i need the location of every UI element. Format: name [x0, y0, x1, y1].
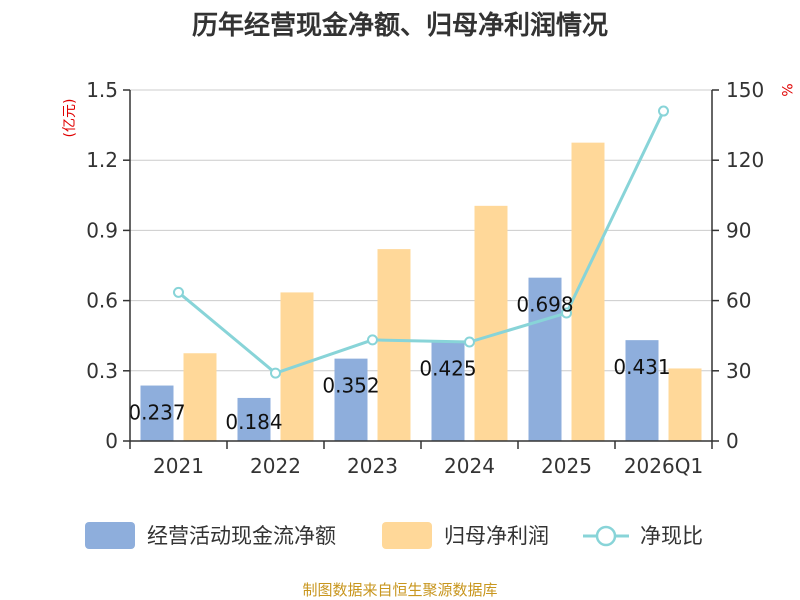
y-left-tick-label: 1.5: [86, 78, 118, 102]
ratio-point: [270, 367, 281, 379]
y-left-tick-label: 0.6: [86, 289, 118, 313]
ratio-point: [367, 334, 378, 346]
ratio-point: [658, 105, 669, 117]
chart-title: 历年经营现金净额、归母净利润情况: [192, 10, 608, 41]
y-right-unit: %: [778, 83, 794, 96]
x-tick-label: 2024: [444, 454, 495, 478]
bar-operating-cashflow: [334, 358, 368, 441]
bar-operating-cashflow: [140, 385, 174, 441]
y-right-tick-label: 150: [726, 78, 764, 102]
legend-swatch-operating-cashflow: [85, 522, 135, 549]
bar-net-profit: [183, 353, 217, 441]
y-left-tick-label: 0.3: [86, 359, 118, 383]
legend-label-operating-cashflow: 经营活动现金流净额: [147, 524, 336, 548]
bar-operating-cashflow: [431, 341, 465, 441]
source-note: 制图数据来自恒生聚源数据库: [302, 581, 497, 599]
y-right-tick-label: 120: [726, 148, 764, 172]
bars: [140, 142, 702, 441]
y-left-tick-label: 1.2: [86, 148, 118, 172]
bar-net-profit: [377, 249, 411, 441]
x-tick-label: 2022: [250, 454, 301, 478]
data-label-operating-cashflow: 0.425: [419, 357, 476, 381]
bar-net-profit: [474, 205, 508, 441]
data-label-operating-cashflow: 0.352: [322, 374, 379, 398]
bar-net-profit: [668, 368, 702, 441]
x-tick-label: 2023: [347, 454, 398, 478]
data-label-operating-cashflow: 0.698: [516, 293, 573, 317]
y-right-tick-label: 30: [726, 359, 751, 383]
ratio-point: [561, 307, 572, 319]
bar-operating-cashflow: [528, 277, 562, 441]
x-tick-label: 2026Q1: [624, 454, 703, 478]
bar-operating-cashflow: [237, 397, 271, 441]
y-right-tick-label: 90: [726, 218, 751, 242]
ratio-point: [173, 286, 184, 298]
y-left-tick-label: 0: [105, 429, 118, 453]
legend-marker-ratio: [595, 525, 617, 547]
bar-operating-cashflow: [625, 340, 659, 441]
ratio-line-path: [177, 110, 665, 375]
y-right-tick-label: 60: [726, 289, 751, 313]
x-tick-label: 2021: [153, 454, 204, 478]
data-label-operating-cashflow: 0.184: [225, 410, 282, 434]
legend-label-net-profit: 归母净利润: [444, 524, 549, 548]
ratio-point: [464, 336, 475, 348]
y-left-tick-label: 0.9: [86, 218, 118, 242]
y-right-tick-label: 0: [726, 429, 739, 453]
legend-swatch-net-profit: [382, 522, 432, 549]
x-tick-label: 2025: [541, 454, 592, 478]
data-label-operating-cashflow: 0.431: [613, 355, 670, 379]
grid-lines: [130, 89, 712, 372]
legend: 经营活动现金流净额 归母净利润 净现比: [85, 522, 703, 549]
legend-label-ratio: 净现比: [640, 524, 703, 548]
axes: 0 0.3 0.6 0.9 1.2 1.5 0 30 60 90 120 150 2021 2022 202…: [86, 78, 764, 478]
y-left-unit: (亿元): [62, 99, 78, 138]
data-label-operating-cashflow: 0.237: [128, 401, 185, 425]
data-labels: 0.237 0.184 0.352 0.425 0.698 0.431: [128, 293, 670, 434]
ratio-line: [173, 105, 669, 379]
